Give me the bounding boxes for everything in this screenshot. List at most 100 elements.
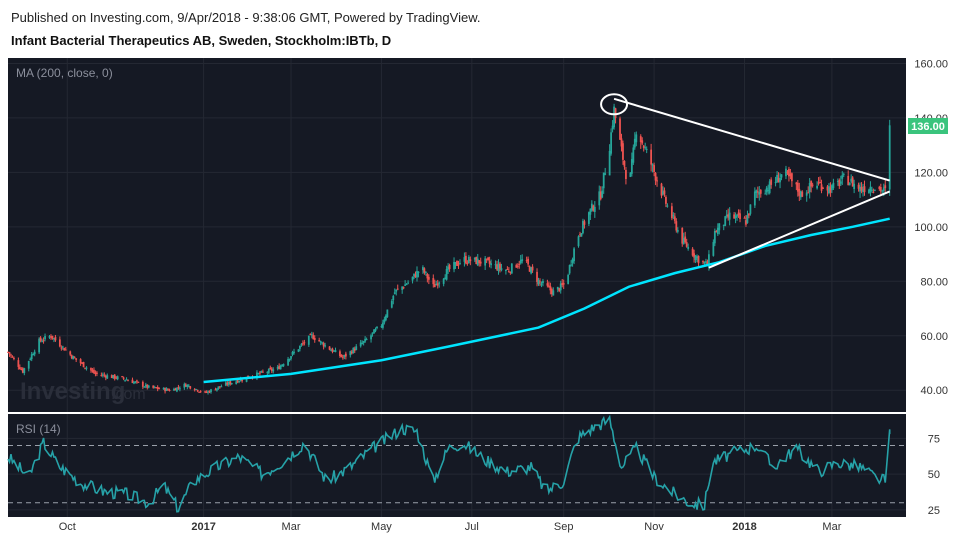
candle-body (713, 231, 716, 244)
candle-body (386, 309, 389, 318)
candle-body (764, 193, 767, 195)
candle-body (724, 216, 727, 226)
candle-body (613, 106, 615, 128)
candle-body (27, 360, 30, 369)
candle-body (510, 263, 513, 274)
candle-body (54, 336, 57, 341)
candle-body (831, 185, 833, 191)
candle-body (819, 182, 821, 184)
candle-body (278, 366, 281, 370)
candle-body (473, 257, 476, 260)
candle-body (373, 329, 375, 334)
candle-body (282, 364, 285, 366)
candle-body (871, 189, 873, 191)
candle-body (51, 335, 54, 339)
candle-body (531, 266, 534, 271)
candle-body (826, 186, 829, 191)
candle-body (355, 346, 358, 350)
candle-body (622, 143, 624, 160)
candle-body (210, 389, 212, 393)
candle-body (568, 265, 571, 274)
candle-body (811, 184, 814, 186)
candle-body (842, 173, 845, 175)
candle-body (376, 326, 378, 329)
candle-body (339, 351, 341, 356)
candle-body (456, 260, 458, 266)
candle-body (496, 264, 498, 270)
candle-body (739, 213, 741, 220)
candle-body (245, 376, 248, 382)
candle-body (168, 389, 171, 392)
candle-body (788, 168, 790, 177)
candle-body (177, 387, 180, 389)
candle-body (229, 381, 232, 385)
candle-body (127, 380, 129, 382)
candle-body (736, 214, 738, 217)
candle-body (341, 357, 344, 359)
time-tick-label: Mar (822, 521, 841, 533)
candle-body (499, 263, 501, 269)
candle-body (639, 136, 642, 143)
published-note: Published on Investing.com, 9/Apr/2018 -… (11, 10, 481, 25)
candle-body (530, 267, 532, 274)
candle-body (147, 385, 150, 388)
candle-body (196, 389, 199, 392)
candle-body (789, 173, 792, 177)
candle-body (349, 351, 352, 356)
candle-body (362, 341, 365, 343)
candle-body (796, 182, 799, 192)
candle-body (293, 351, 295, 354)
candle-body (633, 138, 636, 148)
candle-body (353, 348, 356, 351)
candle-body (519, 259, 522, 264)
candle-body (785, 168, 787, 177)
candle-body (448, 264, 451, 270)
candle-body (598, 191, 601, 206)
candle-body (838, 180, 841, 187)
candle-body (869, 186, 872, 192)
rsi-tick-label: 25 (928, 505, 940, 517)
candle-body (216, 388, 218, 391)
candle-body (459, 262, 461, 264)
candle-body (184, 384, 187, 387)
candle-body (411, 276, 414, 281)
candle-body (466, 262, 469, 264)
candle-body (816, 185, 818, 189)
candle-body (7, 351, 9, 353)
candle-body (746, 215, 749, 223)
candle-body (570, 264, 573, 266)
candle-body (632, 147, 635, 163)
candle-body (438, 282, 441, 284)
candle-body (165, 388, 168, 391)
candle-body (485, 258, 488, 260)
candle-body (260, 371, 263, 373)
candle-body (153, 386, 156, 388)
candle-body (608, 150, 611, 176)
candle-body (718, 223, 721, 231)
candle-body (350, 351, 353, 354)
candle-body (848, 183, 851, 186)
candle-body (836, 181, 839, 183)
candle-body (753, 191, 756, 206)
candle-body (770, 179, 773, 185)
candle-body (38, 338, 41, 353)
candle-body (656, 180, 658, 182)
candle-body (133, 381, 135, 384)
candle-body (850, 178, 853, 182)
candle-body (547, 285, 550, 287)
candle-body (136, 380, 138, 382)
candle-body (257, 373, 260, 375)
candle-body (881, 190, 884, 192)
candle-body (72, 356, 75, 360)
y-axis-labels: 160.00140.00120.00100.0080.0060.0040.007… (914, 58, 948, 516)
candle-body (552, 290, 555, 296)
candle-body (464, 255, 467, 264)
candle-body (8, 352, 11, 355)
candle-body (497, 263, 500, 272)
candle-body (199, 391, 202, 393)
candle-body (432, 278, 435, 285)
candle-body (178, 388, 181, 390)
candle-body (728, 212, 731, 220)
candle-body (863, 186, 866, 193)
candle-body (58, 339, 61, 347)
